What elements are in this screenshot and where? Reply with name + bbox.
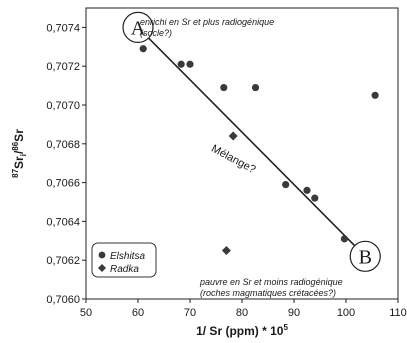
endmember-b-circle (349, 240, 381, 272)
endmember-a-circle (122, 11, 154, 43)
endmember-a-note-line2: (socle?) (140, 28, 172, 38)
point-elshitsa (340, 235, 349, 243)
y-tick-label: 0,7072 (46, 61, 80, 73)
point-elshitsa (371, 91, 379, 99)
endmember-b-label: B (359, 246, 372, 268)
point-elshitsa (220, 83, 228, 92)
point-radka (228, 131, 238, 141)
point-elshitsa (303, 186, 311, 194)
legend-label-elshitsa: Elshitsa (110, 251, 145, 262)
y-axis-title-part: / (12, 150, 26, 154)
endmember-a-note-line1: enrichi en Sr et plus radiogénique (140, 17, 274, 27)
y-tick-label: 0,7064 (46, 216, 80, 228)
y-axis-title-part: 87 (11, 168, 20, 177)
x-tick-label: 100 (337, 307, 355, 319)
y-tick-label: 0,7070 (46, 100, 80, 112)
x-tick-label: 110 (389, 307, 407, 319)
legend-box (91, 242, 157, 278)
y-axis-title-part: Sr (12, 129, 26, 142)
axes: 50 60 70 80 90 100 110 0,7060 0,7062 0,7064 0,7066… (11, 7, 407, 338)
point-elshitsa (282, 180, 290, 189)
endmember-b-note-line2: (roches magmatiques crétacées?) (200, 288, 336, 298)
x-tick-label: 80 (236, 307, 248, 319)
legend-label-radka: Radka (110, 264, 139, 275)
y-tick-label: 0,7066 (46, 178, 80, 190)
x-tick-label: 70 (184, 307, 196, 319)
y-axis-title-part: Sr (12, 156, 26, 169)
y-tick-label: 0,7062 (46, 255, 80, 267)
point-elshitsa (177, 60, 185, 68)
x-tick-label: 60 (132, 307, 144, 319)
x-axis-title: 1/ Sr (ppm) * 105 (196, 323, 288, 338)
legend: Elshitsa Radka (91, 242, 157, 278)
point-elshitsa (186, 60, 194, 68)
mixing-line (137, 26, 366, 257)
y-axis-title: 87Sri/86Sr (11, 129, 28, 178)
endmember-b-note-line1: pauvre en Sr et moins radiogénique (199, 277, 343, 287)
x-tick-label: 50 (80, 307, 92, 319)
endmember-a-label: A (131, 17, 146, 39)
y-tick-label: 0,7074 (46, 22, 80, 34)
data-marks (137, 26, 379, 257)
point-elshitsa (139, 45, 147, 53)
y-axis-title-part: 86 (11, 141, 20, 150)
point-elshitsa (311, 194, 319, 202)
y-tick-label: 0,7068 (46, 139, 80, 151)
point-elshitsa (251, 83, 260, 92)
x-axis-title-exponent: 5 (283, 323, 288, 332)
mixing-line-label: Mélange? (209, 143, 257, 176)
x-axis-title-main: 1/ Sr (ppm) * 10 (196, 324, 284, 338)
y-tick-label: 0,7060 (46, 294, 80, 306)
y-axis-title-part: i (19, 154, 28, 156)
point-radka (221, 246, 231, 255)
legend-marker-elshitsa (98, 251, 106, 259)
legend-marker-radka (98, 264, 106, 272)
x-tick-label: 90 (288, 307, 300, 319)
